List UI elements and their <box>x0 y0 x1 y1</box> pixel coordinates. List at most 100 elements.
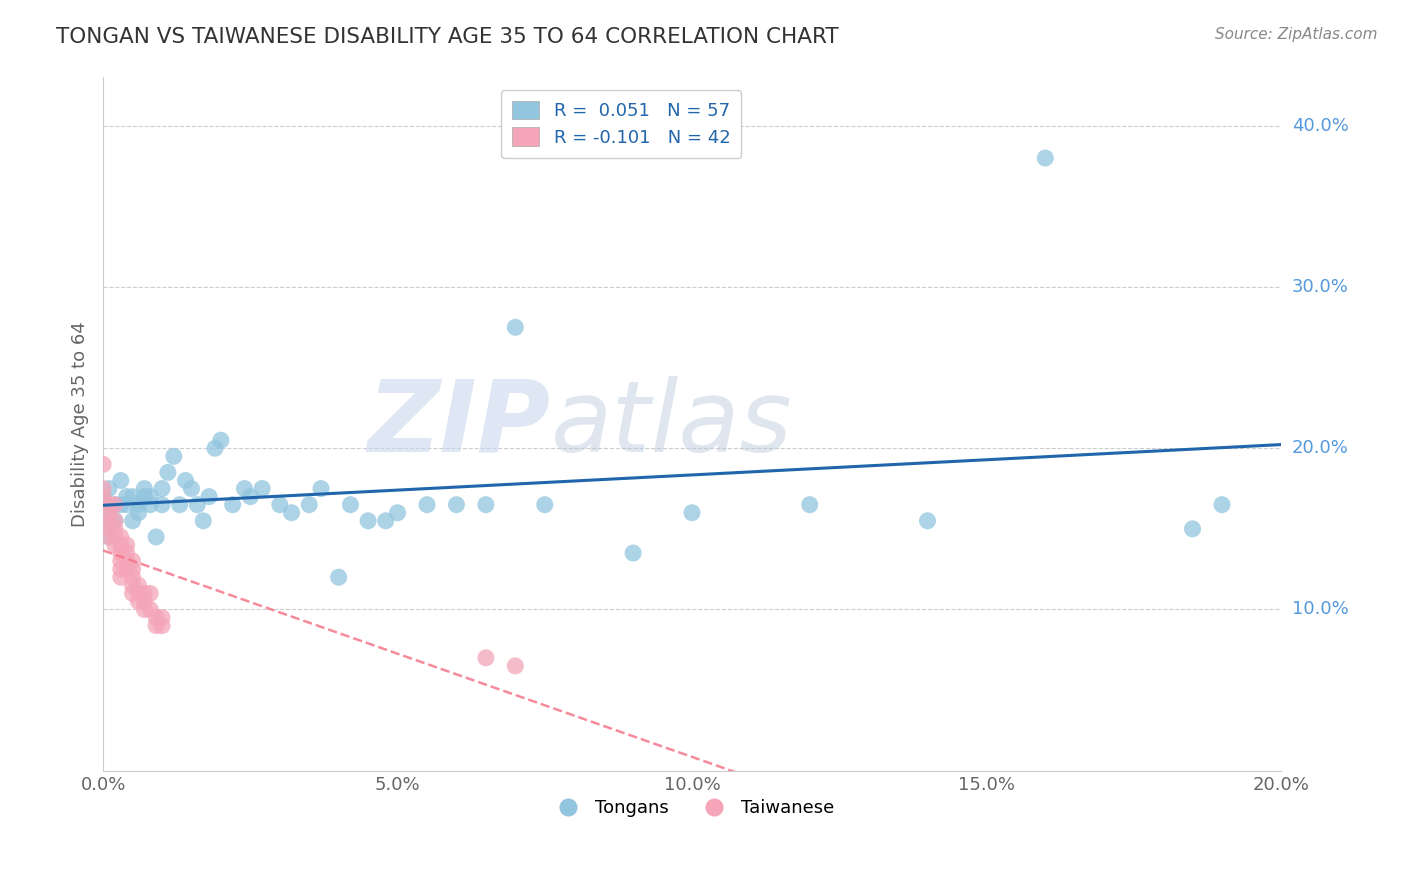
Point <box>104 530 127 544</box>
Text: 30.0%: 30.0% <box>1292 278 1348 296</box>
Point <box>204 442 226 456</box>
Point <box>104 538 127 552</box>
Point <box>110 538 132 552</box>
Point <box>121 490 143 504</box>
Point <box>1211 498 1233 512</box>
Point <box>110 546 132 560</box>
Point <box>198 490 221 504</box>
Point <box>127 498 149 512</box>
Y-axis label: Disability Age 35 to 64: Disability Age 35 to 64 <box>72 321 89 527</box>
Point <box>681 506 703 520</box>
Point <box>139 586 162 600</box>
Point <box>475 650 498 665</box>
Point <box>121 554 143 568</box>
Point <box>505 320 527 334</box>
Text: atlas: atlas <box>551 376 793 473</box>
Point <box>139 498 162 512</box>
Text: Source: ZipAtlas.com: Source: ZipAtlas.com <box>1215 27 1378 42</box>
Point <box>98 514 121 528</box>
Point <box>209 433 232 447</box>
Text: 10.0%: 10.0% <box>1292 600 1348 618</box>
Point <box>98 522 121 536</box>
Point <box>91 514 114 528</box>
Point <box>104 498 127 512</box>
Point <box>1181 522 1204 536</box>
Point <box>150 498 173 512</box>
Point <box>98 506 121 520</box>
Point <box>115 538 138 552</box>
Point <box>505 659 527 673</box>
Point <box>169 498 191 512</box>
Point <box>917 514 939 528</box>
Point <box>357 514 380 528</box>
Point <box>328 570 350 584</box>
Legend: Tongans, Taiwanese: Tongans, Taiwanese <box>543 791 841 824</box>
Point <box>134 602 156 616</box>
Point <box>110 474 132 488</box>
Point <box>91 458 114 472</box>
Point <box>186 498 208 512</box>
Point <box>91 482 114 496</box>
Point <box>110 498 132 512</box>
Point <box>127 578 149 592</box>
Text: ZIP: ZIP <box>367 376 551 473</box>
Point <box>121 562 143 576</box>
Point <box>98 530 121 544</box>
Point <box>174 474 197 488</box>
Point <box>239 490 262 504</box>
Point <box>104 514 127 528</box>
Point <box>180 482 202 496</box>
Point <box>127 594 149 608</box>
Point <box>309 482 332 496</box>
Point <box>150 618 173 632</box>
Point <box>104 498 127 512</box>
Point <box>98 530 121 544</box>
Point <box>250 482 273 496</box>
Point <box>98 482 121 496</box>
Point <box>110 562 132 576</box>
Point <box>475 498 498 512</box>
Point <box>139 490 162 504</box>
Point <box>98 498 121 512</box>
Point <box>110 554 132 568</box>
Point <box>110 570 132 584</box>
Point <box>799 498 821 512</box>
Point <box>127 506 149 520</box>
Point <box>134 594 156 608</box>
Point <box>115 554 138 568</box>
Point <box>91 490 114 504</box>
Point <box>221 498 243 512</box>
Point <box>145 618 167 632</box>
Point <box>121 586 143 600</box>
Point <box>134 586 156 600</box>
Point <box>98 506 121 520</box>
Point <box>115 562 138 576</box>
Point <box>121 514 143 528</box>
Point <box>139 602 162 616</box>
Point <box>150 610 173 624</box>
Point <box>115 546 138 560</box>
Point <box>104 522 127 536</box>
Point <box>150 482 173 496</box>
Point <box>339 498 361 512</box>
Point <box>621 546 644 560</box>
Point <box>121 570 143 584</box>
Point <box>233 482 256 496</box>
Point <box>134 490 156 504</box>
Point <box>446 498 468 512</box>
Point <box>104 514 127 528</box>
Point <box>269 498 291 512</box>
Point <box>145 610 167 624</box>
Point <box>121 578 143 592</box>
Point <box>156 466 179 480</box>
Point <box>387 506 409 520</box>
Point <box>374 514 396 528</box>
Point <box>134 482 156 496</box>
Point <box>145 530 167 544</box>
Point <box>533 498 555 512</box>
Point <box>280 506 302 520</box>
Point <box>193 514 215 528</box>
Text: 40.0%: 40.0% <box>1292 117 1348 135</box>
Text: TONGAN VS TAIWANESE DISABILITY AGE 35 TO 64 CORRELATION CHART: TONGAN VS TAIWANESE DISABILITY AGE 35 TO… <box>56 27 839 46</box>
Text: 20.0%: 20.0% <box>1292 439 1348 458</box>
